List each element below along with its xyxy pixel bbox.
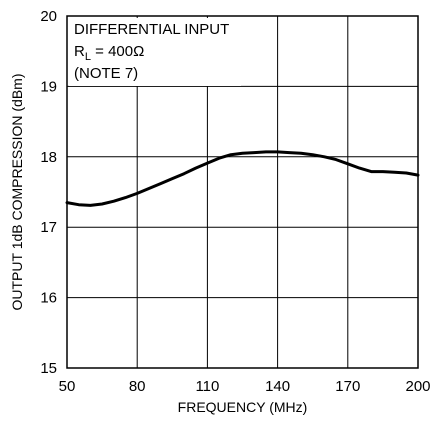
y-tick-label: 18	[40, 149, 57, 166]
x-axis-label: FREQUENCY (MHz)	[178, 399, 308, 415]
series-line	[65, 150, 420, 207]
annotation-line-2: RL = 400Ω	[74, 43, 144, 63]
y-tick-label: 16	[40, 290, 57, 307]
x-tick-label: 170	[335, 378, 360, 395]
annotation-value: = 400Ω	[91, 43, 144, 60]
x-tick-label: 50	[59, 378, 76, 395]
annotation-r: R	[74, 43, 85, 60]
y-tick-label: 19	[40, 78, 57, 95]
x-tick-label: 110	[195, 378, 219, 395]
x-tick-label: 200	[405, 378, 430, 395]
plot-frame	[66, 15, 419, 369]
annotation-background	[69, 18, 241, 86]
annotation-line-1: DIFFERENTIAL INPUT	[74, 21, 229, 38]
y-tick-label: 17	[40, 219, 57, 236]
y-tick-label: 15	[40, 360, 57, 377]
x-tick-label: 140	[265, 378, 290, 395]
tick-labels: 50 80 110 140 170 200 15 16 17 18 19 20	[40, 8, 430, 395]
annotation-line-3: (NOTE 7)	[74, 65, 138, 82]
y-axis-label: OUTPUT 1dB COMPRESSION (dBm)	[9, 73, 25, 310]
y-tick-label: 20	[40, 8, 57, 25]
annotation-subscript: L	[85, 51, 91, 63]
x-tick-label: 80	[129, 378, 146, 395]
